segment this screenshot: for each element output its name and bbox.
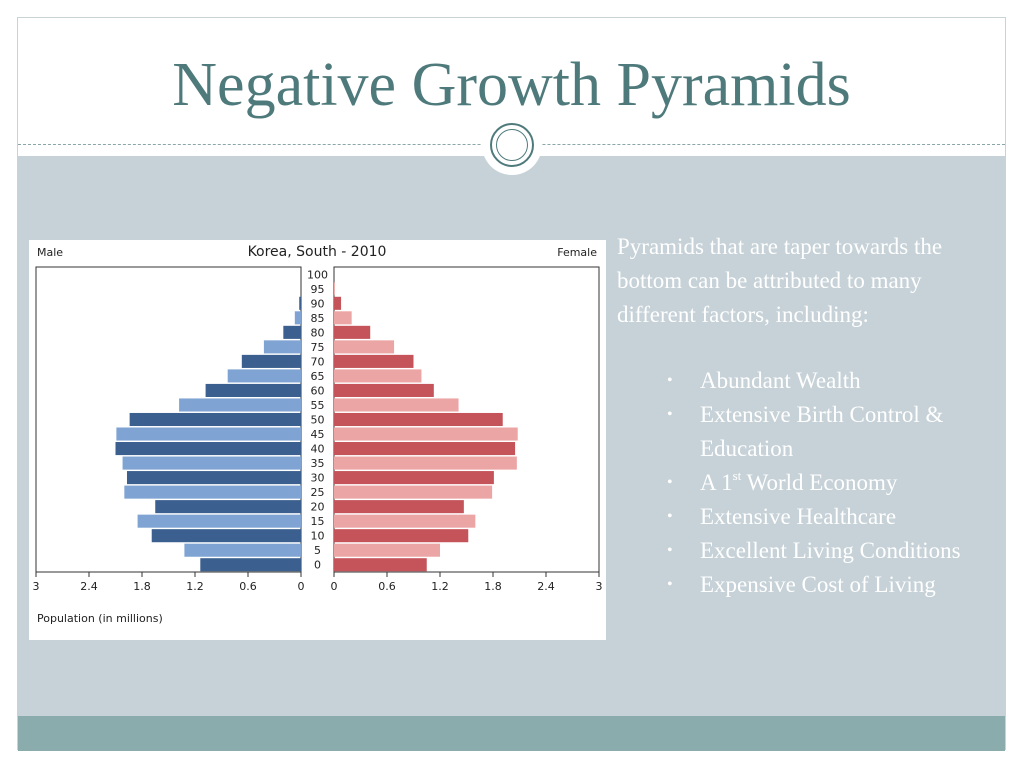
male-bar bbox=[122, 456, 301, 470]
age-tick-label: 85 bbox=[311, 312, 325, 325]
age-tick-label: 30 bbox=[311, 472, 325, 485]
male-bar bbox=[155, 500, 301, 514]
bullet-dot-icon: • bbox=[667, 372, 673, 389]
age-tick-label: 45 bbox=[311, 428, 325, 441]
age-tick-label: 90 bbox=[311, 297, 325, 310]
male-bar bbox=[129, 412, 301, 427]
age-tick-label: 55 bbox=[311, 399, 325, 412]
x-tick-label: 1.8 bbox=[133, 580, 151, 593]
bullet-dot-icon: • bbox=[667, 576, 673, 593]
x-tick-label: 2.4 bbox=[537, 580, 555, 593]
male-bar bbox=[283, 325, 301, 339]
female-bar bbox=[334, 340, 395, 354]
male-bar bbox=[294, 311, 301, 325]
x-tick-label: 0 bbox=[331, 580, 338, 593]
male-bar bbox=[241, 354, 301, 368]
female-bar bbox=[334, 354, 414, 368]
female-bar bbox=[334, 427, 518, 441]
female-bar bbox=[334, 311, 352, 325]
male-bar bbox=[137, 514, 301, 528]
age-tick-label: 15 bbox=[311, 515, 325, 528]
female-bar bbox=[334, 412, 503, 427]
female-bar bbox=[334, 456, 517, 470]
list-item: • Expensive Cost of Living bbox=[665, 568, 995, 602]
list-item: • Excellent Living Conditions bbox=[665, 534, 995, 568]
x-tick-label: 1.2 bbox=[431, 580, 449, 593]
x-tick-label: 1.8 bbox=[484, 580, 502, 593]
chart-title: Korea, South - 2010 bbox=[248, 244, 387, 260]
female-bar bbox=[334, 529, 469, 543]
age-tick-label: 80 bbox=[311, 326, 325, 339]
male-bar bbox=[184, 543, 301, 557]
list-item: • Extensive Birth Control & Education bbox=[665, 398, 995, 466]
bullet-dot-icon: • bbox=[667, 542, 673, 559]
age-tick-label: 75 bbox=[311, 341, 325, 354]
circle-ornament-icon bbox=[482, 115, 542, 175]
female-bar bbox=[334, 543, 440, 557]
x-tick-label: 2.4 bbox=[80, 580, 98, 593]
female-bar bbox=[334, 398, 459, 412]
male-bar bbox=[116, 427, 301, 441]
female-bar bbox=[334, 282, 335, 296]
age-tick-label: 50 bbox=[311, 414, 325, 427]
female-bar bbox=[334, 514, 476, 528]
age-tick-label: 100 bbox=[307, 268, 328, 281]
female-bar bbox=[334, 442, 516, 456]
male-bar bbox=[151, 529, 301, 543]
pyramid-svg: Male Female Korea, South - 2010 Populati… bbox=[33, 244, 603, 625]
x-tick-label: 1.2 bbox=[186, 580, 204, 593]
female-label: Female bbox=[557, 246, 597, 259]
age-tick-label: 25 bbox=[311, 486, 325, 499]
list-item: • Abundant Wealth bbox=[665, 364, 995, 398]
population-pyramid-chart: Male Female Korea, South - 2010 Populati… bbox=[29, 240, 606, 640]
bullet-dot-icon: • bbox=[667, 508, 673, 525]
age-tick-label: 10 bbox=[311, 530, 325, 543]
x-tick-label: 0 bbox=[298, 580, 305, 593]
x-tick-label: 3 bbox=[596, 580, 603, 593]
male-bar bbox=[263, 340, 301, 354]
age-tick-label: 60 bbox=[311, 384, 325, 397]
age-tick-label: 20 bbox=[311, 501, 325, 514]
male-bar bbox=[124, 485, 301, 499]
age-tick-label: 70 bbox=[311, 355, 325, 368]
female-bar bbox=[334, 471, 494, 485]
bottom-band bbox=[18, 716, 1005, 751]
age-tick-label: 40 bbox=[311, 443, 325, 456]
description-text: Pyramids that are taper towards the bott… bbox=[617, 234, 943, 327]
male-bar bbox=[126, 471, 301, 485]
male-bar bbox=[227, 369, 301, 383]
x-tick-label: 0.6 bbox=[239, 580, 257, 593]
male-bar bbox=[179, 398, 301, 412]
slide-title: Negative Growth Pyramids bbox=[172, 51, 851, 119]
female-bar bbox=[334, 325, 371, 339]
list-item: • Extensive Healthcare bbox=[665, 500, 995, 534]
male-label: Male bbox=[37, 246, 63, 259]
age-tick-label: 5 bbox=[314, 544, 321, 557]
x-tick-label: 0.6 bbox=[378, 580, 396, 593]
female-bar bbox=[334, 383, 434, 397]
age-tick-label: 35 bbox=[311, 457, 325, 470]
age-tick-label: 65 bbox=[311, 370, 325, 383]
bullet-dot-icon: • bbox=[667, 474, 673, 491]
female-bar bbox=[334, 485, 493, 499]
x-tick-label: 3 bbox=[33, 580, 40, 593]
female-bar bbox=[334, 558, 427, 572]
age-tick-label: 0 bbox=[314, 559, 321, 572]
list-item: • A 1st World Economy bbox=[665, 466, 995, 500]
female-bar bbox=[334, 500, 464, 514]
factor-list: • Abundant Wealth • Extensive Birth Contro… bbox=[665, 364, 995, 602]
female-bar bbox=[334, 369, 422, 383]
male-bar bbox=[115, 442, 301, 456]
x-axis-label: Population (in millions) bbox=[37, 612, 163, 625]
female-bar bbox=[334, 296, 342, 310]
age-tick-label: 95 bbox=[311, 283, 325, 296]
male-bar bbox=[205, 383, 301, 397]
male-bar bbox=[200, 558, 301, 572]
male-bar bbox=[299, 296, 301, 310]
bullet-dot-icon: • bbox=[667, 406, 673, 423]
